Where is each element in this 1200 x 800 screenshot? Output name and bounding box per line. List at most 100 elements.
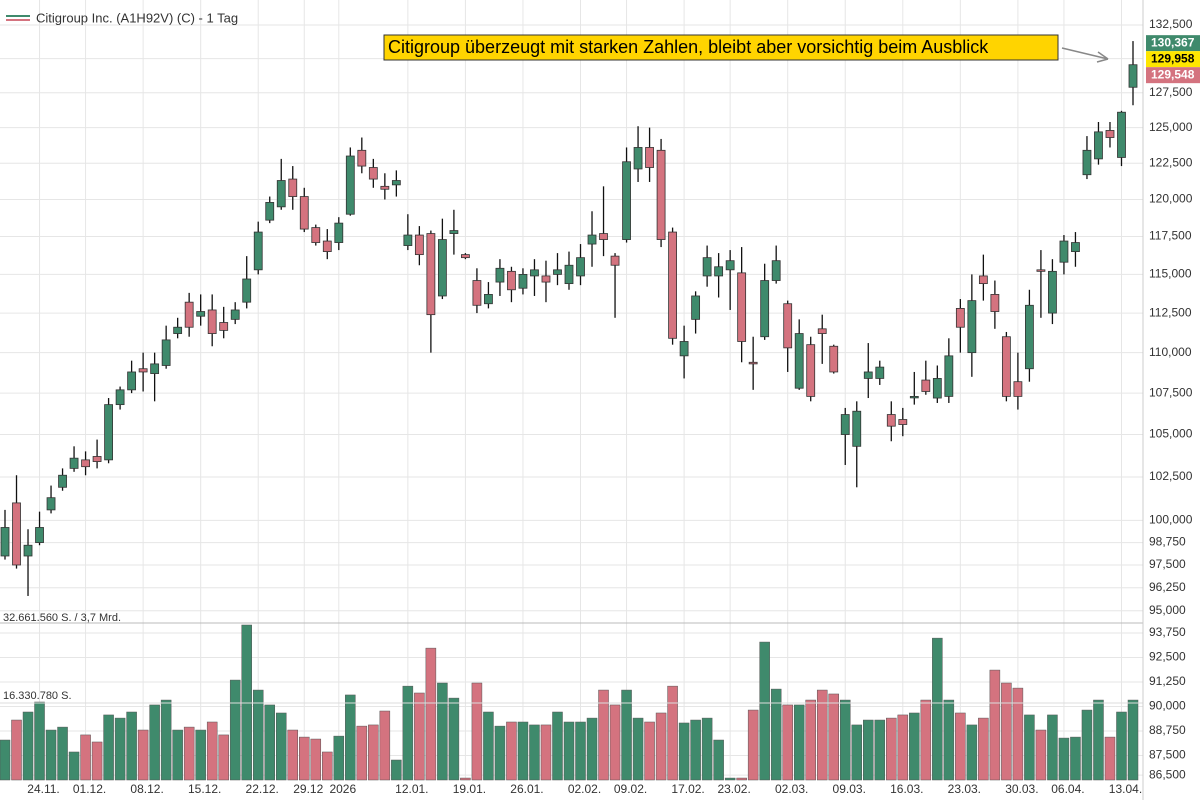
x-tick-label: 19.01. <box>453 782 486 796</box>
y-tick-label: 91,250 <box>1149 674 1186 688</box>
volume-bar <box>943 699 955 781</box>
y-tick-label: 93,750 <box>1149 625 1186 639</box>
candle-body <box>161 339 171 366</box>
volume-bar <box>1001 682 1012 781</box>
volume-bar <box>552 711 563 781</box>
price-tag-label: 129,548 <box>1151 67 1195 81</box>
volume-bar <box>391 759 402 781</box>
volume-bar <box>218 734 229 781</box>
candle-body <box>564 264 574 285</box>
volume-bar <box>1024 714 1035 781</box>
candle-body <box>380 185 390 190</box>
candle-body <box>1117 111 1126 158</box>
volume-bar <box>886 717 897 781</box>
candle-body <box>334 222 344 243</box>
candle-body <box>1048 270 1057 314</box>
volume-max-label: 32.661.560 S. / 3,7 Mrd. <box>3 612 121 624</box>
candle-body <box>115 389 125 406</box>
candle-body <box>1105 130 1115 138</box>
y-tick-label: 120,000 <box>1149 192 1193 206</box>
candle-body <box>817 328 827 334</box>
candle-body <box>679 341 689 357</box>
candle-body <box>322 240 332 252</box>
candle-body <box>414 234 424 256</box>
candle-body <box>81 459 90 468</box>
x-tick-label: 23.03. <box>948 782 981 796</box>
volume-bar <box>11 719 22 781</box>
candle-body <box>944 355 954 397</box>
annotation-arrow <box>1061 47 1109 60</box>
volume-bar <box>1012 687 1024 781</box>
volume-bar <box>368 724 379 781</box>
volume-bar <box>724 777 736 781</box>
candle-body <box>1013 381 1023 397</box>
volume-bar <box>22 711 34 781</box>
volume-bar <box>644 721 655 781</box>
candle-body <box>357 149 367 167</box>
candle-body <box>46 497 56 511</box>
volume-bar <box>1104 736 1116 781</box>
candle-body <box>576 257 585 277</box>
candle-body <box>150 363 160 374</box>
volume-bar <box>1127 699 1139 781</box>
candle-body <box>645 147 654 168</box>
candle-body <box>138 368 148 373</box>
candle-body <box>553 269 562 275</box>
volume-bar <box>609 704 621 781</box>
candle-body <box>299 196 309 230</box>
legend-label: Citigroup Inc. (A1H92V) (C) - 1 Tag <box>36 10 238 25</box>
y-tick-label: 102,500 <box>1149 469 1193 483</box>
volume-bar <box>425 647 437 781</box>
candle-body <box>311 227 321 243</box>
price-tag <box>1146 51 1200 68</box>
candle-body <box>530 269 539 277</box>
x-tick-label: 22.12. <box>246 782 279 796</box>
x-tick-label: 06.04. <box>1051 782 1084 796</box>
grid <box>0 0 1143 780</box>
candle-body <box>276 180 286 208</box>
price-tag-label: 129,958 <box>1151 51 1195 65</box>
candle-body <box>219 322 229 331</box>
annotation-box <box>383 34 1059 61</box>
annotation-arrowhead <box>1096 51 1109 63</box>
volume-bar <box>989 669 1001 781</box>
candle-body <box>737 272 747 342</box>
volume-bar <box>909 712 920 781</box>
y-tick-label: 86,500 <box>1149 767 1186 781</box>
candle-body <box>898 419 908 425</box>
candle-body <box>702 257 712 277</box>
volume-bar <box>0 739 11 781</box>
x-tick-label: 30.03. <box>1005 782 1038 796</box>
candle-body <box>967 300 977 354</box>
candle-body <box>783 303 793 349</box>
volume-bar <box>747 709 759 781</box>
volume-bar <box>540 724 552 781</box>
candle-body <box>461 254 470 259</box>
volume-bar <box>621 689 632 781</box>
candle-body <box>104 404 113 461</box>
candle-body <box>403 234 413 246</box>
candle-body <box>691 295 701 320</box>
x-tick-label: 13.04. <box>1109 782 1142 796</box>
volume-bar <box>126 711 137 781</box>
volume-bar <box>575 721 586 781</box>
volume-bar <box>57 726 68 781</box>
candle-body <box>1082 149 1092 176</box>
y-tick-label: 88,750 <box>1149 723 1186 737</box>
candle-body <box>829 345 839 373</box>
candle-body <box>990 294 1000 312</box>
candle-body <box>196 311 206 317</box>
volume-bar <box>598 689 609 781</box>
candle-body <box>587 234 597 245</box>
volume-bar <box>172 729 183 781</box>
candle-body <box>345 155 355 215</box>
volume-bar <box>529 724 540 781</box>
volume-bar <box>437 682 448 781</box>
candle-body <box>0 527 10 557</box>
volume-bar <box>310 738 322 781</box>
candle-body <box>875 366 885 379</box>
candle-body <box>35 527 44 543</box>
volume-bar <box>506 721 517 781</box>
x-tick-label: 09.02. <box>614 782 647 796</box>
